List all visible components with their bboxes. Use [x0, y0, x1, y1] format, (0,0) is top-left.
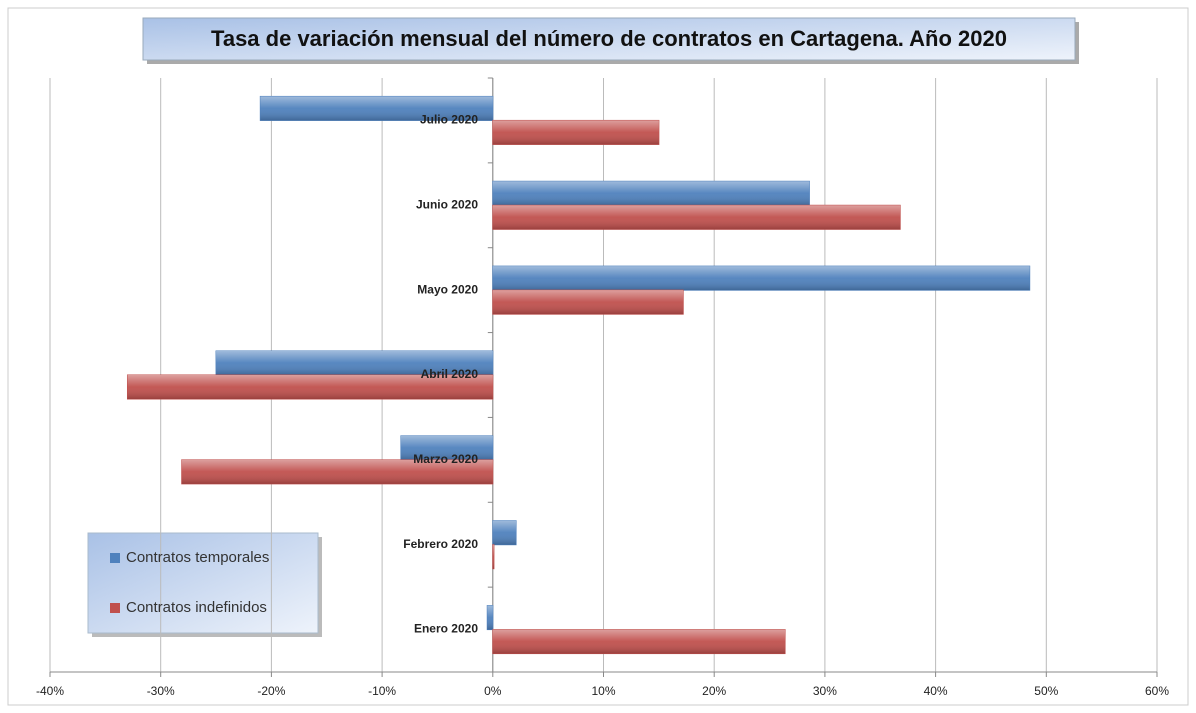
bar-shine	[492, 181, 810, 206]
bar-shine	[492, 205, 901, 230]
x-tick-label: 20%	[702, 684, 726, 698]
bar-shine	[492, 520, 517, 545]
y-tick-label: Febrero 2020	[403, 537, 478, 551]
bar-shine	[127, 375, 493, 399]
y-tick-label: Julio 2020	[420, 113, 478, 127]
x-tick-label: -10%	[368, 684, 396, 698]
y-tick-label: Marzo 2020	[413, 452, 478, 466]
x-tick-label: -20%	[257, 684, 285, 698]
bar-shine	[492, 266, 1030, 291]
x-tick-label: 40%	[924, 684, 948, 698]
bar-shine	[492, 629, 786, 654]
bar-shine	[492, 290, 684, 315]
legend-label: Contratos indefinidos	[126, 599, 267, 616]
bar-shine	[492, 120, 659, 145]
x-tick-label: 60%	[1145, 684, 1169, 698]
x-tick-label: 30%	[813, 684, 837, 698]
x-tick-label: -40%	[36, 684, 64, 698]
legend-label: Contratos temporales	[126, 549, 269, 566]
bar-shine	[216, 351, 493, 375]
chart-title: Tasa de variación mensual del número de …	[211, 26, 1007, 51]
x-tick-label: 50%	[1034, 684, 1058, 698]
x-tick-label: 0%	[484, 684, 502, 698]
bar-shine	[400, 435, 493, 460]
y-tick-label: Mayo 2020	[417, 282, 478, 296]
y-tick-label: Junio 2020	[416, 197, 478, 211]
x-tick-label: -30%	[147, 684, 175, 698]
bar-shine	[487, 605, 493, 630]
x-tick-label: 10%	[591, 684, 615, 698]
legend-swatch	[110, 553, 120, 563]
bar-shine	[492, 544, 494, 569]
bar-shine	[260, 96, 493, 121]
legend-swatch	[110, 603, 120, 613]
title-box	[142, 17, 1076, 61]
y-tick-label: Enero 2020	[414, 622, 478, 636]
legend	[87, 532, 319, 634]
y-tick-label: Abril 2020	[421, 367, 479, 381]
bar-shine	[181, 459, 493, 484]
